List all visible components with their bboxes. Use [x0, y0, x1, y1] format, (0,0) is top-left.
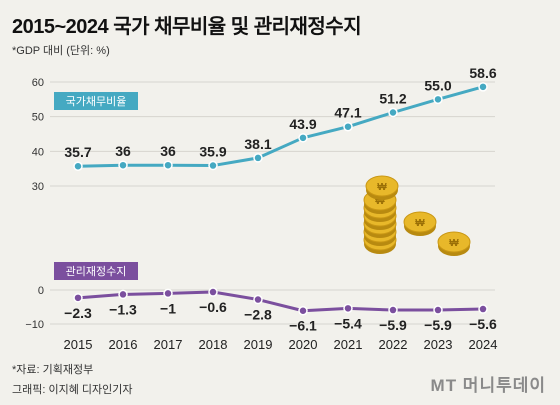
debt-point-2024	[478, 82, 488, 92]
debt-label-2019: 38.1	[244, 136, 271, 152]
coin-stack-a-5-symbol: ₩	[375, 196, 385, 207]
debt-point-2022	[388, 107, 398, 118]
balance-label-2016: −1.3	[109, 301, 137, 317]
debt-point-2017	[163, 160, 173, 170]
balance-label-2017: −1	[160, 300, 176, 316]
balance-label-2020: −6.1	[289, 318, 317, 334]
debt-point-2021	[343, 121, 353, 132]
balance-point-2024	[478, 304, 488, 314]
debt-label-2020: 43.9	[289, 116, 316, 132]
xtick-2022: 2022	[379, 337, 408, 352]
balance-point-2018	[208, 287, 218, 297]
balance-point-2023	[433, 305, 443, 315]
xtick-2021: 2021	[334, 337, 363, 352]
balance-label-2018: −0.6	[199, 299, 227, 315]
xtick-2019: 2019	[244, 337, 273, 352]
debt-point-2023	[433, 94, 443, 105]
source-note: *자료: 기획재정부	[12, 364, 94, 376]
ytick-top-60: 60	[32, 77, 44, 89]
debt-label-2021: 47.1	[334, 105, 361, 121]
coin-b-0	[403, 211, 437, 233]
debt-label-2016: 36	[115, 143, 131, 159]
brand-logo: MT 머니투데이	[431, 371, 546, 396]
balance-point-2020	[298, 305, 308, 316]
legend-balance-label: 관리재정수지	[66, 265, 127, 278]
coin-c-0	[437, 231, 471, 253]
xtick-2015: 2015	[64, 337, 93, 352]
legend-debt-badge	[54, 92, 138, 110]
debt-label-2022: 51.2	[379, 91, 406, 107]
debt-label-2018: 35.9	[199, 144, 226, 160]
debt-point-2016	[118, 160, 128, 170]
balance-label-2021: −5.4	[334, 315, 362, 331]
ytick-top-40: 40	[32, 146, 44, 158]
balance-point-2022	[388, 305, 398, 315]
credit-note: 그래픽: 이지혜 디자인기자	[12, 384, 133, 396]
xtick-2020: 2020	[289, 337, 318, 352]
balance-label-2023: −5.9	[424, 317, 452, 333]
balance-label-2022: −5.9	[379, 317, 407, 333]
chart-subtitle: *GDP 대비 (단위: %)	[12, 45, 110, 57]
debt-point-2020	[298, 133, 308, 143]
xtick-2017: 2017	[154, 337, 183, 352]
logo-text: MT 머니투데이	[430, 376, 546, 395]
page-title: 2015~2024 국가 채무비율 및 관리재정수지	[12, 16, 362, 38]
debt-label-2015: 35.7	[64, 144, 91, 160]
balance-point-2019	[253, 294, 263, 305]
coin-b-0-symbol: ₩	[415, 218, 425, 229]
debt-line	[77, 85, 484, 168]
xtick-2016: 2016	[109, 337, 138, 352]
ytick-top-30: 30	[32, 181, 44, 193]
xtick-2023: 2023	[424, 337, 453, 352]
balance-label-2019: −2.8	[244, 307, 272, 323]
balance-point-2021	[343, 303, 353, 314]
ytick-bottom-0: 0	[38, 285, 44, 297]
balance-point-2015	[73, 293, 83, 303]
balance-point-2017	[163, 288, 173, 299]
ytick-bottom-1: −10	[25, 319, 44, 331]
coin-top-a-0	[365, 175, 399, 197]
debt-point-2019	[253, 153, 263, 163]
balance-label-2015: −2.3	[64, 305, 92, 321]
debt-label-2017: 36	[160, 143, 176, 159]
coin-top-a-0-symbol: ₩	[377, 182, 387, 193]
xtick-2024: 2024	[469, 337, 498, 352]
debt-label-2024: 58.6	[469, 65, 496, 81]
legend-debt-label: 국가채무비율	[66, 95, 127, 108]
balance-line	[77, 290, 484, 313]
xtick-2018: 2018	[199, 337, 228, 352]
debt-point-2018	[208, 160, 218, 171]
debt-label-2023: 55.0	[424, 77, 451, 93]
balance-label-2024: −5.6	[469, 316, 497, 332]
legend-balance-badge	[54, 262, 138, 280]
balance-point-2016	[118, 289, 128, 300]
ytick-top-50: 50	[32, 112, 44, 124]
coin-c-0-symbol: ₩	[449, 238, 459, 249]
debt-point-2015	[73, 161, 83, 171]
